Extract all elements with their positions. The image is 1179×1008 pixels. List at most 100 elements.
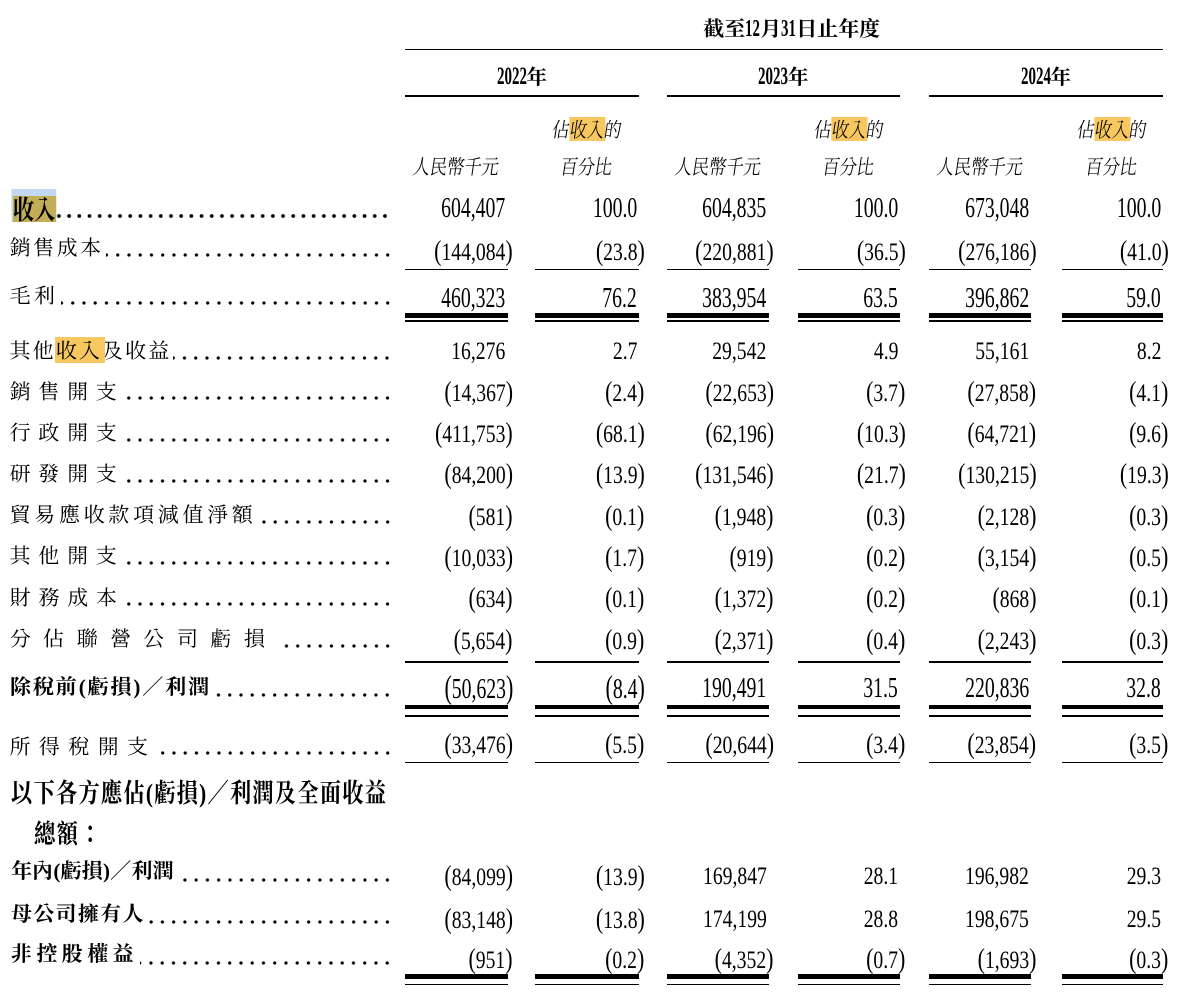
amount-cell: (220,881) (597, 237, 774, 265)
cell-value: (220,881) (695, 235, 774, 267)
amount-cell: (50,623) (336, 672, 513, 704)
amount-cell: (62,196) (597, 420, 774, 448)
pct-cell: (8.4) (467, 672, 644, 704)
cell-value: (0.9) (605, 624, 645, 656)
pct-cell: (4.1) (991, 378, 1168, 406)
cell-value: (919) (729, 541, 774, 573)
paren: ) (505, 729, 513, 761)
table-row: 毛利 (10, 278, 390, 315)
pct-header-seg: 佔 (550, 113, 572, 144)
dot-leader (126, 375, 390, 403)
amount-cell: (64,721) (859, 420, 1037, 448)
row-label: 銷售成本 (10, 230, 104, 264)
paren: ) (766, 944, 774, 976)
paren: ( (468, 500, 477, 532)
amount-cell: (634) (336, 584, 513, 612)
paren: ) (637, 541, 645, 573)
cell-value: (84,099) (444, 861, 513, 893)
paren: ( (715, 944, 723, 976)
paren: ( (957, 459, 966, 491)
paren: ) (1161, 418, 1169, 450)
paren: ) (1029, 418, 1037, 450)
paren: ( (705, 418, 713, 450)
row-label-seg: 及收益 (101, 334, 172, 365)
paren: ) (637, 418, 645, 450)
cell-value: (10,033) (444, 541, 513, 573)
row-label: 毛利 (10, 278, 59, 312)
paren: ( (444, 459, 452, 491)
paren: ( (595, 235, 603, 267)
cell-value: (0.1) (605, 500, 645, 532)
cell-value: (0.3) (1129, 500, 1169, 532)
paren: ( (977, 624, 985, 656)
dot-leader (173, 334, 390, 362)
pct-cell: (0.4) (728, 626, 905, 654)
cell-value: (0.5) (1129, 541, 1169, 573)
pct-header-seg: 佔 (812, 113, 834, 144)
dot-leader (279, 623, 390, 651)
row-label-seg: 其他開支 (9, 540, 125, 571)
row-label: 總額： (34, 812, 102, 852)
row-label-seg: 總額： (34, 812, 103, 852)
paren: ) (505, 861, 513, 893)
cell-value: (634) (468, 583, 513, 615)
paren: ) (1029, 377, 1037, 409)
paren: ( (967, 418, 976, 450)
paren: ) (898, 500, 906, 532)
paren: ) (898, 944, 906, 976)
pct-header-seg: 的 (1126, 113, 1149, 144)
double-underline-thick (535, 313, 639, 318)
row-label-seg: 銷售成本 (9, 232, 104, 263)
cell-value: (5,654) (454, 624, 513, 656)
double-underline-thick (929, 974, 1031, 979)
double-underline-thin (1061, 320, 1163, 323)
paren: ( (444, 729, 452, 761)
paren: ) (637, 903, 645, 935)
amount-cell: (919) (597, 543, 774, 571)
amount-cell: (1,372) (597, 584, 774, 612)
paren: ) (766, 418, 774, 450)
single-underline (929, 761, 1031, 764)
pct-cell: (0.9) (467, 626, 644, 654)
paren: ( (715, 624, 723, 656)
paren: ) (1161, 729, 1169, 761)
cell-value: (0.3) (1129, 944, 1169, 976)
amount-cell: (2,243) (859, 626, 1037, 654)
cell-value: (19.3) (1119, 459, 1169, 491)
table-row: 母公司擁有人 (11, 898, 390, 936)
amount-cell: (22,653) (597, 378, 774, 406)
paren: ) (505, 418, 513, 450)
year-rule (929, 94, 1163, 97)
year-label-2024: 2024年 (1020, 60, 1072, 91)
paren: ) (766, 235, 774, 267)
paren: ) (505, 624, 513, 656)
double-underline-thin (405, 983, 508, 986)
row-label-seg: 分佔聯營公司虧損 (9, 623, 278, 654)
table-row: 所得稅開支 (10, 727, 390, 762)
year-suffix: 年 (1050, 60, 1072, 91)
cell-value: (41.0) (1119, 235, 1169, 267)
amount-cell: (83,148) (336, 905, 513, 933)
amount-cell: (951) (336, 946, 513, 974)
cell-value: (3.5) (1129, 729, 1169, 761)
paren: ( (595, 903, 603, 935)
paren: ) (766, 541, 774, 573)
amount-cell: (276,186) (859, 237, 1037, 265)
paren: ( (1129, 583, 1137, 615)
cell-value: (10.3) (856, 418, 906, 450)
cell-value: (23.8) (595, 235, 645, 267)
row-label: 以下各方應佔(虧損)／利潤及全面收益 (11, 771, 387, 811)
amount-cell: (84,200) (336, 461, 513, 489)
paren: ( (866, 944, 874, 976)
paren: ( (866, 583, 874, 615)
dot-leader (140, 942, 390, 968)
paren: ( (605, 583, 613, 615)
table-row: 除稅前(虧損)／利潤 (10, 671, 390, 706)
paren: ) (1161, 944, 1169, 976)
cell-value: (13.9) (595, 861, 645, 893)
row-label-seg: 貿易應收款項減值淨額 (9, 499, 257, 530)
paren: ( (866, 377, 874, 409)
amount-cell: (131,546) (597, 461, 774, 489)
cell-value: (0.4) (866, 624, 906, 656)
